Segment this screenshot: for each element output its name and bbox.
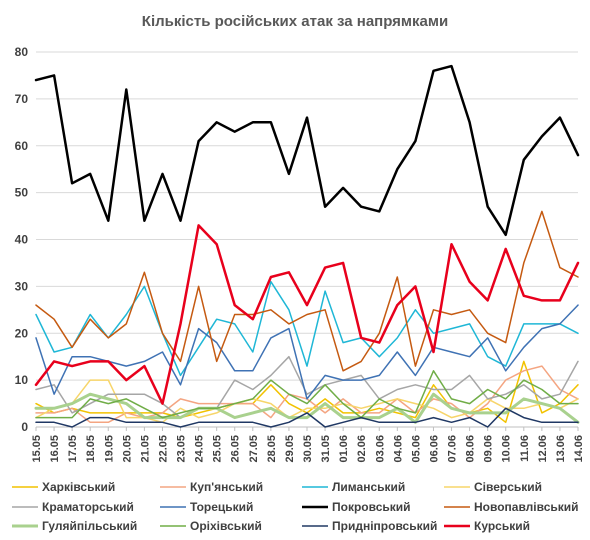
x-tick-label: 01.06 — [338, 435, 350, 463]
x-tick-label: 11.06 — [519, 435, 531, 462]
legend-item: Сіверський — [444, 480, 542, 494]
legend-label: Курський — [474, 519, 530, 533]
series-line-6 — [34, 64, 580, 237]
legend-label: Оріхівський — [190, 519, 262, 533]
x-tick-label: 30.05 — [302, 435, 314, 463]
x-tick-label: 14.06 — [573, 435, 585, 463]
legend-item: Лиманський — [302, 480, 405, 494]
legend-item: Куп'янський — [160, 480, 263, 494]
series-line-2 — [35, 280, 579, 377]
legend: Харківський Куп'янський Лиманський Сіверськ… — [12, 480, 579, 533]
x-tick-label: 03.06 — [374, 435, 386, 463]
series-line-4 — [35, 355, 579, 419]
legend-item: Придніпровський — [302, 519, 437, 533]
legend-label: Харківський — [42, 480, 115, 494]
x-tick-label: 28.05 — [266, 435, 278, 463]
y-tick-label: 20 — [15, 326, 29, 340]
x-tick-label: 26.05 — [230, 435, 242, 463]
legend-label: Сіверський — [474, 480, 542, 494]
y-axis: 0 10 20 30 40 50 60 70 80 — [15, 45, 29, 434]
legend-label: Торецький — [190, 500, 253, 514]
x-tick-label: 29.05 — [284, 435, 296, 463]
legend-label: Придніпровський — [332, 519, 437, 533]
x-tick-label: 19.05 — [103, 435, 115, 463]
legend-item: Оріхівський — [160, 519, 262, 533]
legend-item: Покровський — [302, 500, 411, 514]
x-tick-label: 04.06 — [392, 435, 404, 463]
x-tick-label: 31.05 — [320, 435, 332, 463]
x-tick-label: 17.05 — [67, 435, 79, 463]
x-tick-label: 10.06 — [501, 435, 513, 463]
series-line-7 — [35, 210, 579, 372]
series-line-11 — [34, 224, 580, 405]
legend-item: Харківський — [12, 480, 115, 494]
legend-label: Гуляйпільський — [42, 519, 137, 533]
legend-item: Курський — [444, 519, 530, 533]
legend-label: Куп'янський — [190, 480, 263, 494]
x-tick-label: 02.06 — [356, 435, 368, 463]
x-tick-label: 05.06 — [410, 435, 422, 463]
series-lines — [34, 64, 580, 428]
x-tick-label: 12.06 — [537, 435, 549, 463]
legend-item: Гуляйпільський — [12, 519, 137, 533]
y-tick-label: 0 — [21, 420, 28, 434]
series-line-10 — [35, 407, 579, 428]
x-tick-label: 13.06 — [555, 435, 567, 463]
x-tick-label: 08.06 — [465, 435, 477, 463]
x-tick-label: 27.05 — [248, 435, 260, 463]
series-line-5 — [35, 304, 579, 400]
series-line-8 — [34, 392, 580, 424]
legend-label: Лиманський — [332, 480, 405, 494]
y-tick-label: 70 — [15, 92, 29, 106]
series-line-9 — [35, 370, 579, 419]
legend-item: Торецький — [160, 500, 253, 514]
x-tick-label: 22.05 — [157, 435, 169, 463]
legend-item: Новопавлівський — [444, 500, 579, 514]
x-tick-label: 21.05 — [139, 435, 151, 463]
y-tick-label: 80 — [15, 45, 29, 59]
y-tick-label: 10 — [15, 373, 29, 387]
y-tick-label: 50 — [15, 186, 29, 200]
y-tick-label: 30 — [15, 279, 29, 293]
x-tick-label: 16.05 — [49, 435, 61, 463]
x-tick-label: 15.05 — [31, 435, 43, 463]
x-axis: 15.05 16.05 17.05 18.05 19.05 20.05 21.05 22.05… — [31, 427, 585, 463]
chart-title: Кількість російських атак за напрямками — [142, 13, 448, 30]
x-tick-label: 20.05 — [121, 435, 133, 463]
x-tick-label: 25.05 — [212, 435, 224, 463]
legend-item: Краматорський — [12, 500, 134, 514]
legend-label: Покровський — [332, 500, 411, 514]
x-tick-label: 07.06 — [447, 435, 459, 463]
x-tick-label: 06.06 — [428, 435, 440, 463]
legend-label: Новопавлівський — [474, 500, 579, 514]
y-tick-label: 60 — [15, 139, 29, 153]
x-tick-label: 24.05 — [194, 435, 206, 463]
x-tick-label: 09.06 — [483, 435, 495, 463]
x-tick-label: 18.05 — [85, 435, 97, 463]
x-tick-label: 23.05 — [176, 435, 188, 463]
y-tick-label: 40 — [15, 233, 29, 247]
legend-label: Краматорський — [42, 500, 134, 514]
